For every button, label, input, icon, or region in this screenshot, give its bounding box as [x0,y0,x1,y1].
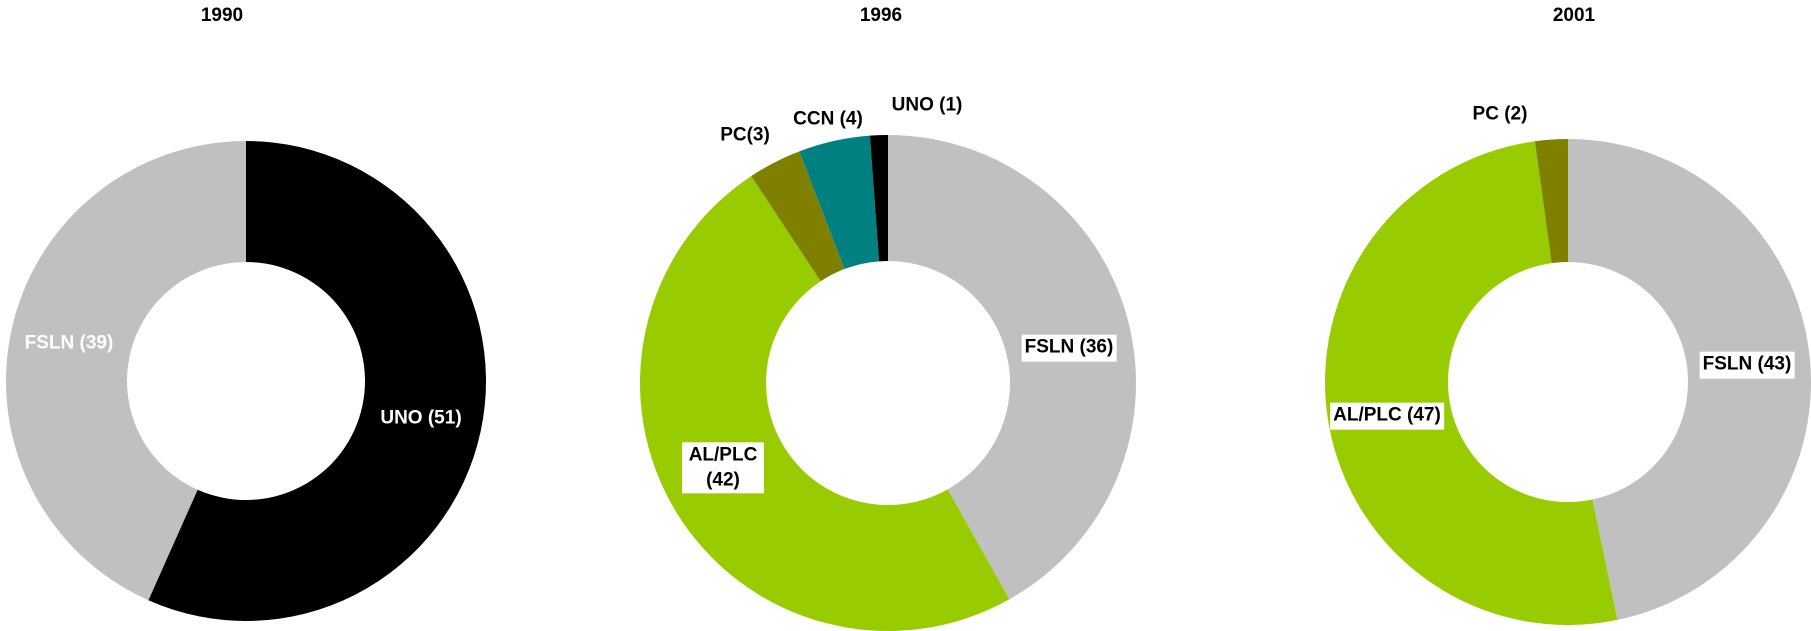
slice-label: CCN (4) [793,108,863,130]
chart-title: 2001 [1552,5,1596,26]
donut-slice [5,141,246,601]
chart-title: 1996 [859,5,903,26]
slice-label: FSLN (39) [24,332,114,354]
slice-label: FSLN (36) [1021,334,1117,362]
donut-slice [888,135,1136,600]
slice-label: AL/PLC (42) [682,442,764,494]
slice-label: UNO (1) [891,94,963,116]
slice-label: PC(3) [720,124,770,146]
donut-slice [1568,139,1811,620]
donut-slice [1534,139,1568,264]
slice-label: AL/PLC (47) [1330,402,1444,430]
donut-slice [869,135,888,262]
donut-slice [1325,141,1618,625]
donut-slice [148,141,486,621]
donut-slice [799,135,880,270]
chart-title: 1990 [200,5,244,26]
donut-slice [640,176,1010,631]
slice-label: UNO (51) [380,407,462,429]
donut-slice [751,151,845,282]
slice-label: FSLN (43) [1699,351,1795,379]
slice-label: PC (2) [1472,103,1528,125]
